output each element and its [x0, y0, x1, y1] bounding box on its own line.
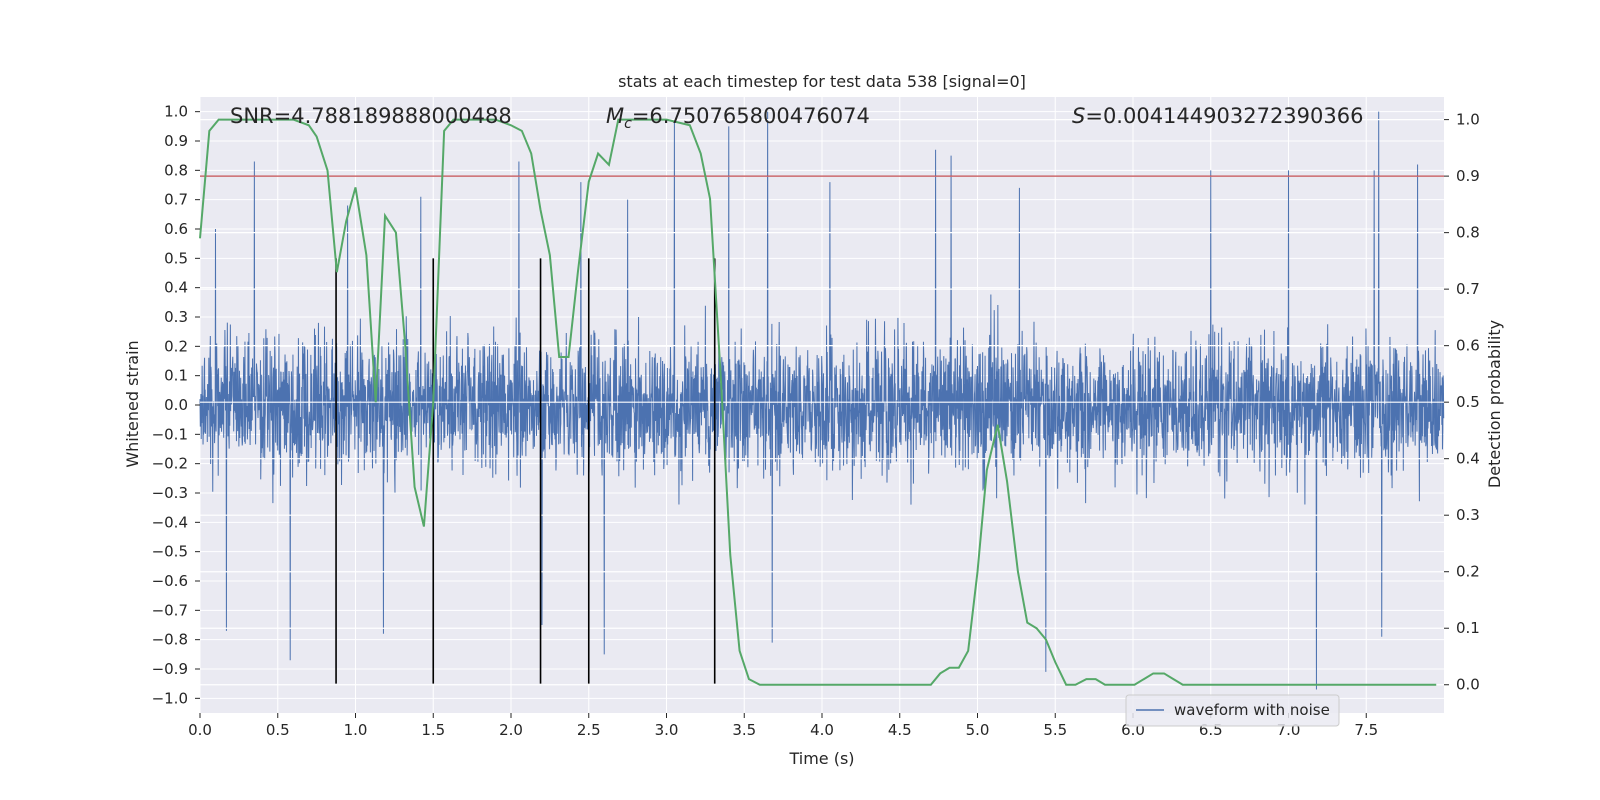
y-tick-label-left: −1.0: [152, 689, 188, 707]
y-tick-label-right: 0.9: [1456, 167, 1480, 185]
y-tick-label-right: 0.2: [1456, 563, 1480, 581]
y-tick-label-left: 0.7: [164, 191, 188, 209]
x-tick-label: 2.5: [577, 721, 601, 739]
y-tick-label-left: 0.4: [164, 279, 188, 297]
x-tick-label: 7.5: [1354, 721, 1378, 739]
x-tick-label: 3.0: [655, 721, 679, 739]
x-tick-label: 3.5: [732, 721, 756, 739]
y-ticks-left: 1.0 0.9 0.8 0.7 0.6 0.5 0.4 0.3 0.2 0.1 0.0 −0.1 −0.…: [152, 103, 200, 708]
y-tick-label-left: −0.6: [152, 572, 188, 590]
y-tick-label-left: −0.8: [152, 631, 188, 649]
y-axis-label-left: Whitened strain: [123, 340, 142, 467]
y-tick-label-left: −0.5: [152, 543, 188, 561]
y-tick-label-left: 0.2: [164, 337, 188, 355]
y-ticks-right: 1.0 0.9 0.8 0.7 0.6 0.5 0.4 0.3 0.2 0.1 0.0: [1444, 111, 1480, 694]
chart-title: stats at each timestep for test data 538…: [618, 72, 1026, 91]
y-tick-label-right: 0.6: [1456, 337, 1480, 355]
y-tick-label-right: 0.0: [1456, 676, 1480, 694]
y-axis-label-right: Detection probability: [1485, 320, 1504, 488]
y-tick-label-right: 0.1: [1456, 619, 1480, 637]
y-tick-label-left: −0.2: [152, 455, 188, 473]
snr-annotation: SNR=4.788189888000488: [230, 104, 512, 128]
y-tick-label-right: 1.0: [1456, 111, 1480, 129]
x-tick-label: 0.5: [266, 721, 290, 739]
x-tick-label: 5.5: [1043, 721, 1067, 739]
y-tick-label-right: 0.7: [1456, 280, 1480, 298]
x-tick-label: 1.5: [421, 721, 445, 739]
s-symbol: S: [1072, 104, 1085, 128]
x-tick-label: 2.0: [499, 721, 523, 739]
y-tick-label-left: −0.9: [152, 660, 188, 678]
y-tick-label-right: 0.8: [1456, 224, 1480, 242]
x-tick-label: 4.0: [810, 721, 834, 739]
s-annotation: S=0.004144903272390366: [1072, 104, 1363, 128]
x-tick-label: 0.0: [188, 721, 212, 739]
x-axis-label: Time (s): [788, 749, 854, 768]
y-tick-label-left: −0.4: [152, 513, 188, 531]
legend: waveform with noise: [1126, 695, 1339, 726]
y-tick-label-left: −0.1: [152, 425, 188, 443]
y-tick-label-left: 0.1: [164, 367, 188, 385]
y-tick-label-right: 0.3: [1456, 506, 1480, 524]
legend-label: waveform with noise: [1174, 701, 1330, 719]
chart: 0.0 0.5 1.0 1.5 2.0 2.5 3.0 3.5 4.0 4.5 5.0 5.5 6.0 6…: [0, 0, 1600, 800]
y-tick-label-left: 0.0: [164, 396, 188, 414]
chirp-mass-value: =6.750765800476074: [632, 104, 870, 128]
y-tick-label-left: 0.5: [164, 249, 188, 267]
y-tick-label-left: −0.7: [152, 601, 188, 619]
y-tick-label-right: 0.4: [1456, 450, 1480, 468]
chirp-mass-symbol: M: [606, 104, 624, 128]
y-tick-label-left: 0.8: [164, 161, 188, 179]
y-tick-label-left: −0.3: [152, 484, 188, 502]
y-tick-label-left: 1.0: [164, 103, 188, 121]
x-tick-label: 1.0: [344, 721, 368, 739]
chirp-mass-annotation: Mc=6.750765800476074: [606, 104, 870, 132]
y-tick-label-left: 0.6: [164, 220, 188, 238]
y-tick-label-left: 0.9: [164, 132, 188, 150]
x-tick-label: 4.5: [888, 721, 912, 739]
y-tick-label-right: 0.5: [1456, 393, 1480, 411]
s-value: =0.004144903272390366: [1085, 104, 1363, 128]
x-tick-label: 5.0: [966, 721, 990, 739]
y-tick-label-left: 0.3: [164, 308, 188, 326]
